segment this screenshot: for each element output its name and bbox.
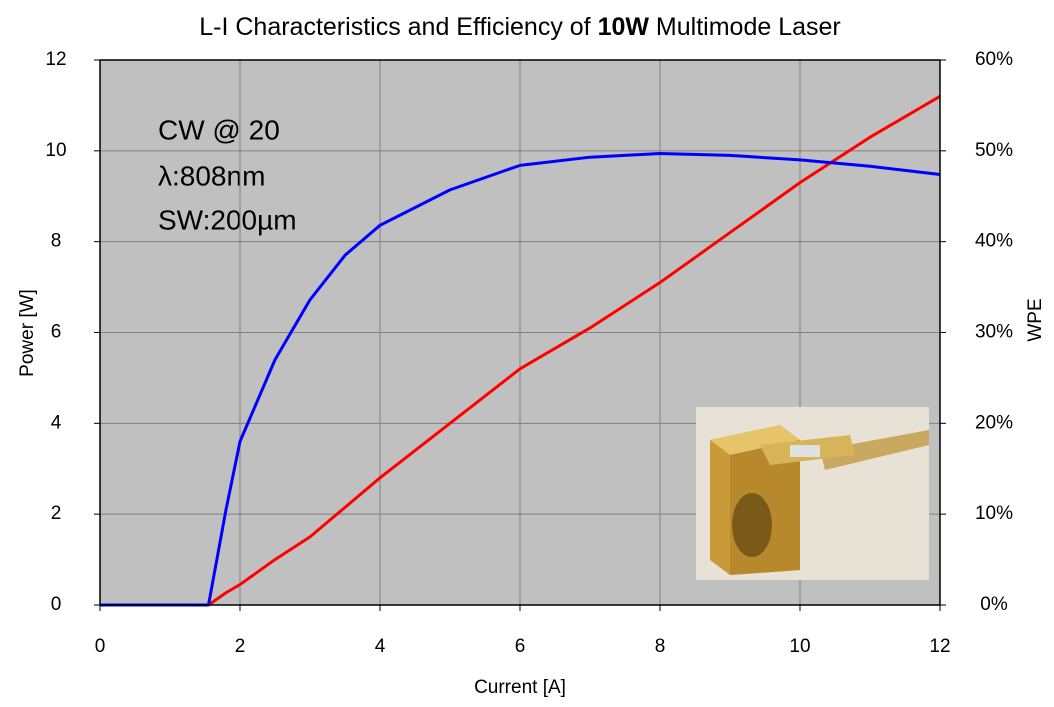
x-tick-label: 12 — [929, 636, 950, 657]
y-tick-label: 10 — [45, 140, 66, 161]
y2-tick-label: 40% — [975, 231, 1013, 252]
series-line — [100, 95, 941, 607]
x-tick-label: 10 — [789, 636, 810, 657]
photo-hole — [732, 493, 772, 557]
photo-chip — [790, 445, 820, 457]
y2-tick-label: 30% — [975, 322, 1013, 343]
y-tick-label: 12 — [45, 49, 66, 70]
y2-tick-label: 10% — [975, 503, 1013, 524]
chart-title: L-I Characteristics and Efficiency of 10… — [199, 13, 840, 41]
annotation: SW:200µm — [158, 204, 297, 235]
y2-tick-label: 60% — [975, 49, 1013, 70]
y2-tick-label: 50% — [975, 140, 1013, 161]
x-tick-label: 6 — [515, 636, 526, 657]
y-tick-label: 2 — [51, 503, 62, 524]
y-tick-label: 6 — [51, 322, 62, 343]
y-tick-label: 8 — [51, 231, 62, 252]
x-axis-label: Current [A] — [474, 677, 566, 698]
x-tick-label: 2 — [235, 636, 246, 657]
inset-photo — [696, 407, 929, 580]
x-tick-label: 4 — [375, 636, 386, 657]
annotation: CW @ 20 — [158, 114, 280, 145]
y-tick-label: 0 — [51, 594, 62, 615]
x-tick-label: 8 — [655, 636, 666, 657]
series-line — [100, 152, 941, 607]
photo-top — [710, 425, 800, 455]
photo-strip — [820, 430, 929, 470]
title-part: L-I Characteristics and Efficiency of — [199, 13, 597, 41]
title-part: Multimode Laser — [649, 13, 841, 41]
title-part: 10W — [598, 13, 650, 41]
x-tick-label: 0 — [95, 636, 106, 657]
y-axis-label: Power [W] — [17, 289, 38, 377]
y2-tick-label: 20% — [975, 412, 1013, 433]
annotation: λ:808nm — [158, 160, 265, 191]
y2-axis-label: WPE — [1025, 298, 1046, 341]
y2-tick-label: 0% — [980, 594, 1008, 615]
y-tick-label: 4 — [51, 412, 62, 433]
